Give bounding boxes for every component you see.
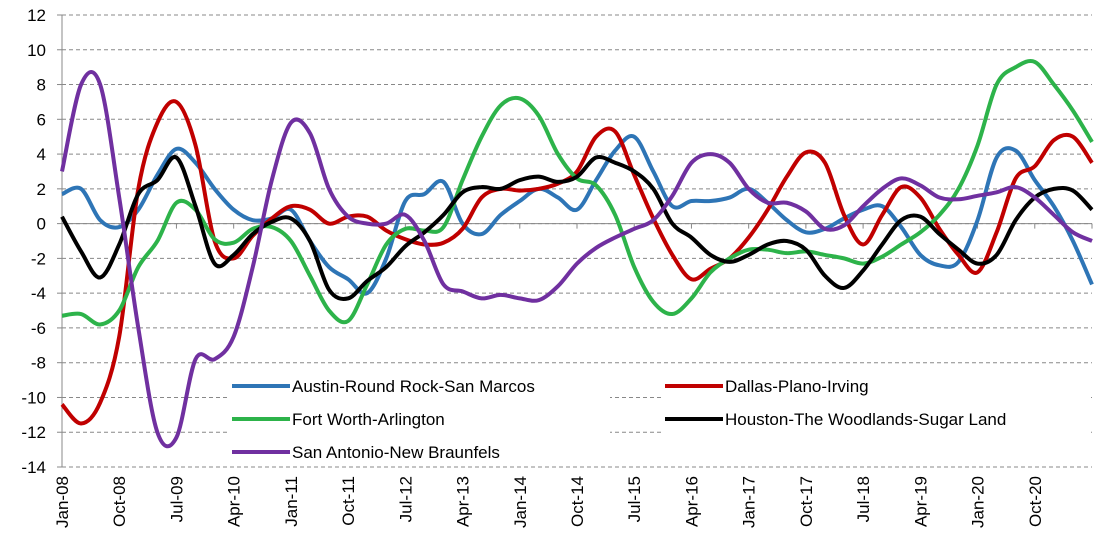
x-tick-label: Oct-14 [568,476,587,527]
x-tick-label: Apr-16 [682,476,701,527]
legend-label: Dallas-Plano-Irving [725,377,869,396]
y-tick-label: 6 [37,110,46,129]
legend-bg [230,405,610,433]
y-tick-label: -4 [31,284,46,303]
legend-bg [230,438,610,466]
x-tick-label: Jul-09 [167,476,186,522]
x-tick-label: Apr-19 [911,476,930,527]
x-tick-label: Oct-08 [110,476,129,527]
y-tick-label: -8 [31,354,46,373]
y-tick-label: -10 [21,388,46,407]
y-tick-label: -6 [31,319,46,338]
x-tick-label: Jan-17 [740,476,759,528]
legend-label: Austin-Round Rock-San Marcos [292,377,535,396]
x-tick-label: Apr-13 [454,476,473,527]
x-tick-label: Oct-20 [1026,476,1045,527]
y-tick-label: 4 [37,145,46,164]
series-line [61,134,1094,296]
y-tick-label: 12 [27,6,46,25]
legend-bg [663,372,1089,400]
y-tick-label: 2 [37,180,46,199]
legend-bg [663,405,1089,433]
x-tick-label: Jul-15 [625,476,644,522]
x-tick-label: Jan-20 [969,476,988,528]
legend-label: Houston-The Woodlands-Sugar Land [725,410,1006,429]
legend-bg [230,372,610,400]
y-tick-label: -12 [21,423,46,442]
x-tick-label: Jan-14 [511,476,530,528]
x-tick-label: Jan-11 [282,476,301,527]
y-tick-label: -14 [21,458,46,477]
x-tick-label: Apr-10 [225,476,244,527]
y-tick-label: 8 [37,76,46,95]
x-tick-label: Jul-12 [396,476,415,522]
series-line [60,155,1094,301]
y-tick-label: 0 [37,215,46,234]
x-tick-label: Jul-18 [854,476,873,522]
y-tick-label: -2 [31,249,46,268]
x-tick-label: Jan-08 [53,476,72,528]
x-tick-label: Oct-11 [339,476,358,526]
legend-label: San Antonio-New Braunfels [292,443,500,462]
x-tick-label: Oct-17 [797,476,816,527]
series-line [60,70,1093,449]
legend-label: Fort Worth-Arlington [292,410,445,429]
y-tick-label: 10 [27,41,46,60]
